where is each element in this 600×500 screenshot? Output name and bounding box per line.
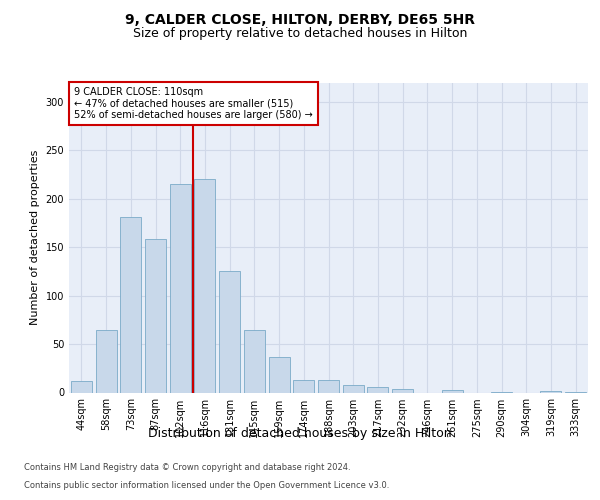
Bar <box>71 381 92 392</box>
Bar <box>541 390 562 392</box>
Text: Distribution of detached houses by size in Hilton: Distribution of detached houses by size … <box>148 428 452 440</box>
Bar <box>244 330 265 392</box>
Bar <box>343 385 364 392</box>
Bar <box>194 180 215 392</box>
Bar <box>269 356 290 392</box>
Text: Contains public sector information licensed under the Open Government Licence v3: Contains public sector information licen… <box>24 481 389 490</box>
Bar <box>170 184 191 392</box>
Text: Size of property relative to detached houses in Hilton: Size of property relative to detached ho… <box>133 28 467 40</box>
Bar <box>95 330 116 392</box>
Y-axis label: Number of detached properties: Number of detached properties <box>30 150 40 325</box>
Text: 9 CALDER CLOSE: 110sqm
← 47% of detached houses are smaller (515)
52% of semi-de: 9 CALDER CLOSE: 110sqm ← 47% of detached… <box>74 87 313 120</box>
Bar <box>367 386 388 392</box>
Bar <box>442 390 463 392</box>
Bar <box>219 272 240 392</box>
Bar <box>145 240 166 392</box>
Text: 9, CALDER CLOSE, HILTON, DERBY, DE65 5HR: 9, CALDER CLOSE, HILTON, DERBY, DE65 5HR <box>125 12 475 26</box>
Bar <box>392 388 413 392</box>
Bar <box>293 380 314 392</box>
Bar <box>120 217 141 392</box>
Text: Contains HM Land Registry data © Crown copyright and database right 2024.: Contains HM Land Registry data © Crown c… <box>24 464 350 472</box>
Bar <box>318 380 339 392</box>
